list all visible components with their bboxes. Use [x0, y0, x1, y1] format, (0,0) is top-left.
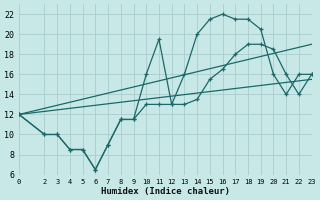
X-axis label: Humidex (Indice chaleur): Humidex (Indice chaleur) [101, 187, 230, 196]
